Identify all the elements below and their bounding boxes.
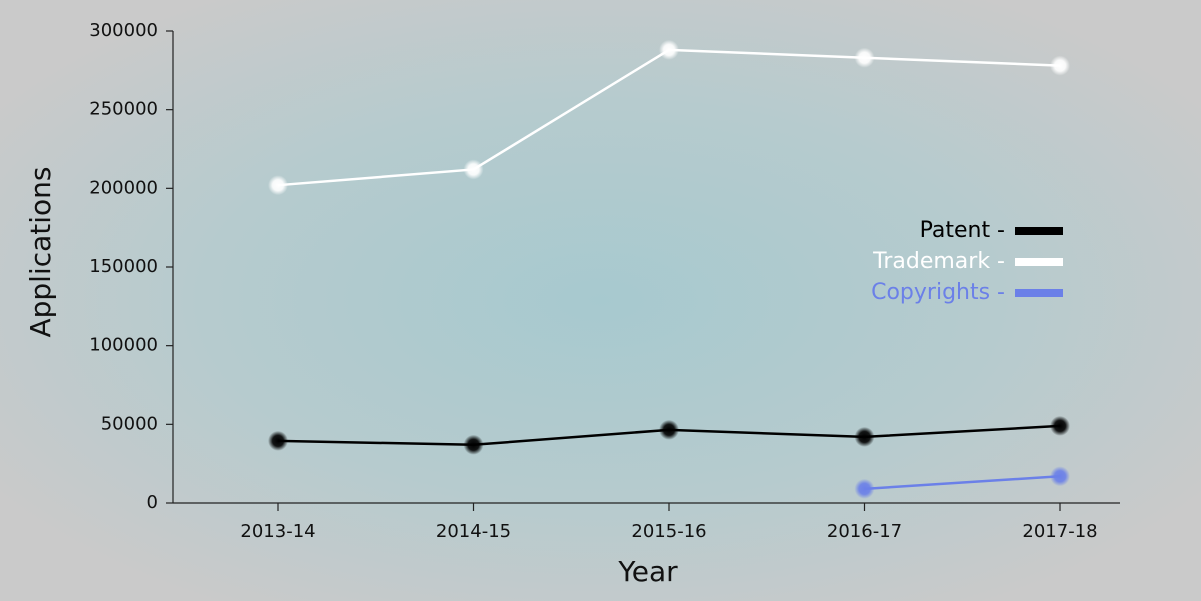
x-tick-label: 2017-18 [1022, 521, 1097, 542]
y-tick-label: 150000 [89, 256, 158, 277]
y-tick-label: 200000 [89, 177, 158, 198]
legend-label: Trademark - [872, 249, 1005, 274]
point [659, 39, 679, 60]
x-tick-label: 2013-14 [240, 521, 315, 542]
y-tick-label: 300000 [89, 20, 158, 41]
legend-label: Patent - [920, 218, 1005, 243]
y-axis-title: Applications [24, 166, 57, 337]
x-tick-label: 2015-16 [631, 521, 706, 542]
point [268, 430, 288, 451]
point [1050, 55, 1070, 76]
y-tick-label: 50000 [101, 413, 158, 434]
point [268, 175, 288, 196]
legend-label: Copyrights - [871, 280, 1005, 305]
x-tick-label: 2014-15 [436, 521, 511, 542]
point [463, 159, 484, 180]
x-axis-title: Year [617, 555, 678, 588]
y-tick-label: 100000 [89, 335, 158, 356]
point [854, 478, 875, 499]
series-line [864, 475, 1061, 491]
point [854, 426, 875, 447]
y-tick-label: 250000 [89, 99, 158, 120]
point [659, 419, 679, 440]
y-tick-label: 0 [147, 492, 158, 513]
point [463, 434, 484, 455]
point [1050, 415, 1070, 436]
point [1050, 466, 1070, 487]
point [854, 47, 875, 68]
x-tick-label: 2016-17 [827, 521, 902, 542]
